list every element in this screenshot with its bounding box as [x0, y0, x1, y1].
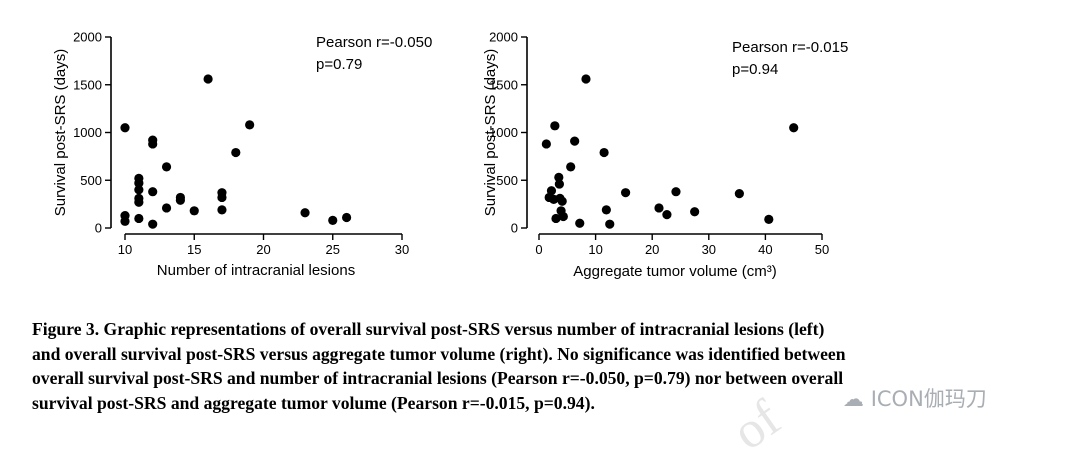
- caption-line-2: and overall survival post-SRS versus agg…: [32, 342, 1072, 367]
- data-point: [134, 214, 143, 223]
- data-point: [550, 121, 559, 130]
- data-point: [162, 203, 171, 212]
- data-point: [176, 196, 185, 205]
- x-tick-label: 0: [535, 242, 542, 257]
- x-axis-label: Number of intracranial lesions: [157, 262, 355, 279]
- x-axis-label: Aggregate tumor volume (cm³): [573, 263, 776, 280]
- data-point: [134, 198, 143, 207]
- data-point: [162, 162, 171, 171]
- data-point: [559, 212, 568, 221]
- data-point: [245, 120, 254, 129]
- x-tick-label: 15: [187, 242, 201, 257]
- x-tick-label: 50: [815, 242, 829, 257]
- wechat-icon: ☁: [843, 387, 864, 411]
- data-point: [300, 208, 309, 217]
- data-point: [621, 188, 630, 197]
- y-tick-label: 0: [95, 221, 102, 236]
- data-point: [575, 219, 584, 228]
- data-point: [217, 193, 226, 202]
- stats-annotation: Pearson r=-0.015: [732, 39, 848, 56]
- x-tick-label: 20: [256, 242, 270, 257]
- x-tick-label: 30: [395, 242, 409, 257]
- data-point: [542, 139, 551, 148]
- stats-annotation: p=0.79: [316, 56, 362, 73]
- y-tick-label: 0: [511, 221, 518, 236]
- y-tick-label: 500: [496, 173, 518, 188]
- wechat-watermark: ☁ ICON伽玛刀: [843, 383, 987, 413]
- data-point: [555, 179, 564, 188]
- y-tick-label: 2000: [73, 30, 102, 45]
- data-point: [120, 217, 129, 226]
- data-point: [570, 136, 579, 145]
- data-point: [342, 213, 351, 222]
- y-tick-label: 1500: [73, 77, 102, 92]
- y-axis-label: Survival post-SRS (days): [482, 49, 499, 217]
- data-point: [190, 206, 199, 215]
- x-tick-label: 40: [758, 242, 772, 257]
- data-point: [148, 139, 157, 148]
- data-point: [599, 148, 608, 157]
- x-tick-label: 30: [702, 242, 716, 257]
- data-point: [231, 148, 240, 157]
- data-point: [547, 186, 556, 195]
- data-point: [581, 74, 590, 83]
- data-point: [690, 207, 699, 216]
- caption-line-1: Figure 3. Graphic representations of ove…: [32, 317, 1072, 342]
- scatter-chart-lesions: 0 500 1000 1500 2000 10 15 20 25 30 Survival post-…: [52, 30, 432, 280]
- data-point: [671, 187, 680, 196]
- x-tick-label: 25: [326, 242, 340, 257]
- data-point: [566, 162, 575, 171]
- watermark-text: ICON伽玛刀: [871, 387, 987, 411]
- data-point: [662, 210, 671, 219]
- x-tick-label: 10: [588, 242, 602, 257]
- data-point: [204, 74, 213, 83]
- data-point: [148, 187, 157, 196]
- data-point: [328, 216, 337, 225]
- data-point: [217, 205, 226, 214]
- data-point: [120, 123, 129, 132]
- y-tick-label: 1000: [73, 125, 102, 140]
- y-tick-label: 2000: [489, 30, 518, 45]
- data-point: [148, 220, 157, 229]
- y-axis-label: Survival post-SRS (days): [52, 49, 69, 217]
- data-point: [605, 220, 614, 229]
- data-point: [558, 197, 567, 206]
- x-tick-label: 20: [645, 242, 659, 257]
- data-point: [735, 189, 744, 198]
- data-point: [789, 123, 798, 132]
- y-tick-label: 500: [80, 173, 102, 188]
- data-point: [602, 205, 611, 214]
- x-tick-label: 10: [118, 242, 132, 257]
- data-point: [764, 215, 773, 224]
- data-point: [134, 185, 143, 194]
- data-point: [654, 203, 663, 212]
- stats-annotation: Pearson r=-0.050: [316, 34, 432, 51]
- stats-annotation: p=0.94: [732, 61, 778, 78]
